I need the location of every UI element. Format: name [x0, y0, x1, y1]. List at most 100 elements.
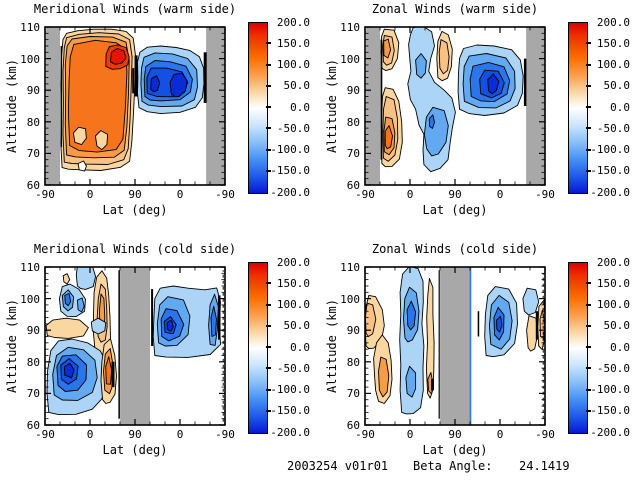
x-tick-label: 0 — [496, 188, 504, 201]
contour-crowding-mark — [111, 361, 115, 388]
contour-crowding-mark — [132, 68, 135, 94]
contour-crowding-mark — [535, 311, 538, 340]
colorbar-tick — [586, 127, 591, 130]
colorbar-tick-label: 0.0 — [610, 340, 630, 354]
x-tick-label: 0 — [86, 188, 94, 201]
y-tick-label: 70 — [346, 147, 360, 161]
contour-crowding-mark — [523, 58, 527, 106]
y-tick-label: 80 — [26, 355, 40, 369]
panel-meridional-winds-warm-side: Meridional Winds (warm side) Altitude (k… — [0, 0, 320, 240]
colorbar-tick — [586, 324, 591, 327]
colorbar-tick — [586, 106, 591, 108]
panel-zonal-winds-cold-side: Zonal Winds (cold side) Altitude (km) La… — [320, 240, 640, 480]
no-data-band — [440, 267, 470, 425]
colorbar-tick-label: -200.0 — [590, 185, 630, 199]
colorbar-tick — [266, 106, 271, 108]
colorbar-tick — [586, 282, 591, 285]
y-tick-label: 80 — [346, 355, 360, 369]
colorbar-tick-label: -100.0 — [590, 143, 630, 156]
colorbar-tick-label: -50.0 — [596, 361, 630, 375]
contour-region — [110, 48, 127, 65]
x-tick-label: 0 — [176, 188, 184, 201]
colorbar-tick-label: 150.0 — [596, 276, 630, 290]
panel-title: Zonal Winds (warm side) — [371, 2, 539, 16]
panel-title: Zonal Winds (cold side) — [371, 242, 539, 256]
y-tick-label: 70 — [26, 147, 40, 161]
colorbar-tick — [586, 84, 591, 87]
contour-crowding-mark — [477, 311, 480, 337]
colorbar-tick — [586, 409, 591, 412]
colorbar-tick-label: -150.0 — [270, 404, 310, 418]
contour-region — [405, 365, 417, 398]
y-tick-label: 60 — [346, 419, 360, 432]
x-axis-label: Lat (deg) — [422, 443, 488, 457]
x-tick-label: -90 — [215, 188, 235, 201]
colorbar-tick — [266, 388, 271, 391]
colorbar-tick — [586, 148, 591, 151]
x-tick-label: 0 — [176, 428, 184, 441]
no-data-band — [526, 27, 545, 185]
y-tick-label: 90 — [346, 84, 360, 98]
colorbar-tick — [586, 169, 591, 172]
colorbar-tick-label: 150.0 — [276, 276, 310, 290]
y-tick-label: 80 — [346, 115, 360, 129]
colorbar — [248, 262, 268, 434]
panel-title: Meridional Winds (warm side) — [33, 2, 237, 16]
y-tick-label: 70 — [26, 387, 40, 401]
y-tick-label: 80 — [26, 115, 40, 129]
x-tick-label: 0 — [406, 188, 414, 201]
x-tick-label: 90 — [128, 188, 142, 201]
colorbar-tick-label: -50.0 — [276, 361, 310, 375]
x-tick-label: 0 — [406, 428, 414, 441]
contour-crowding-mark — [380, 39, 383, 160]
colorbar-tick-label: 50.0 — [603, 319, 631, 333]
y-tick-label: 60 — [26, 179, 40, 192]
contour-region — [63, 362, 75, 379]
contour-crowding-mark — [438, 270, 440, 419]
contour-plot — [44, 26, 226, 186]
colorbar-tick — [266, 84, 271, 87]
contour-region — [428, 114, 435, 129]
colorbar-tick-label: -100.0 — [590, 383, 630, 396]
colorbar-tick-label: -200.0 — [270, 185, 310, 199]
beta-angle-value: 24.1419 — [519, 459, 570, 473]
y-tick-label: 70 — [346, 387, 360, 401]
contour-region — [522, 287, 540, 316]
contour-region — [438, 39, 450, 75]
y-tick-label: 60 — [346, 179, 360, 192]
x-axis-label: Lat (deg) — [102, 443, 168, 457]
y-tick-label: 60 — [26, 419, 40, 432]
x-tick-label: 90 — [448, 188, 462, 201]
contour-region — [105, 356, 113, 385]
x-tick-label: 0 — [86, 428, 94, 441]
contour-region — [166, 319, 174, 332]
panel-zonal-winds-warm-side: Zonal Winds (warm side) Altitude (km) La… — [320, 0, 640, 240]
contour-crowding-mark — [203, 52, 207, 103]
colorbar — [248, 22, 268, 194]
contour-region — [487, 73, 500, 95]
colorbar-tick — [266, 282, 271, 285]
colorbar — [568, 262, 588, 434]
contour-region — [150, 75, 161, 93]
y-tick-label: 110 — [340, 261, 360, 274]
contour-region — [384, 125, 393, 150]
x-tick-label: 0 — [496, 428, 504, 441]
contour-plot — [44, 266, 226, 426]
colorbar-tick-label: 100.0 — [596, 298, 630, 311]
contour-crowding-mark — [469, 267, 472, 425]
contour-region — [383, 38, 392, 59]
contour-region — [406, 300, 417, 331]
contour-region — [496, 315, 503, 333]
colorbar-tick-label: 200.0 — [596, 15, 630, 29]
colorbar-tick — [266, 409, 271, 412]
contour-region — [94, 130, 109, 151]
colorbar-tick — [586, 42, 591, 45]
colorbar-tick — [586, 63, 591, 66]
colorbar-tick — [266, 303, 271, 306]
colorbar-tick-label: -100.0 — [270, 383, 310, 396]
contour-crowding-mark — [134, 55, 138, 97]
x-tick-label: -90 — [215, 428, 235, 441]
colorbar-tick-label: 0.0 — [290, 100, 310, 114]
panel-meridional-winds-cold-side: Meridional Winds (cold side) Altitude (k… — [0, 240, 320, 480]
colorbar-tick-label: -50.0 — [276, 121, 310, 135]
